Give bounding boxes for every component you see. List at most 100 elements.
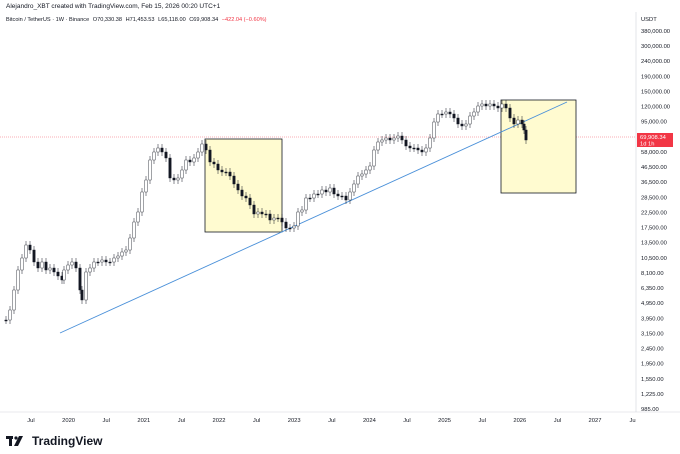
candle-body [62, 269, 66, 281]
price-tick-label: 8,100.00 [641, 271, 664, 277]
price-tick-label: 3,150.00 [641, 331, 664, 337]
highlight-box-2026[interactable] [500, 99, 577, 194]
candle-body [488, 103, 492, 107]
price-tick-label: 28,500.00 [641, 195, 667, 201]
candle-body [184, 159, 188, 171]
candle-body [384, 137, 388, 141]
candle-body [200, 143, 204, 153]
time-tick-label: 2021 [137, 418, 150, 424]
time-axis[interactable]: Jul 2020 Jul 2021 Jul 2022 Jul 2023 Jul 2024 Jul 20… [27, 418, 635, 424]
time-tick-label: Jul [403, 418, 410, 424]
candle-body [264, 213, 268, 216]
tradingview-logo[interactable]: TradingView [6, 434, 102, 448]
candle-body [280, 217, 284, 223]
time-tick-label: 2022 [213, 418, 226, 424]
change-value: −422.04 (−0.60%) [221, 17, 267, 23]
candle-body [80, 289, 84, 301]
price-tick-label: 120,000.00 [641, 105, 670, 111]
candle-body [292, 225, 296, 229]
price-tick-label: 240,000.00 [641, 59, 670, 65]
candle-body [412, 147, 416, 150]
tradingview-logo-icon [6, 436, 23, 446]
candle-body [336, 193, 340, 197]
candle-body [436, 113, 440, 123]
candle-body [304, 197, 308, 211]
candle-body [44, 261, 48, 271]
candle-body [52, 267, 56, 273]
candle-body [376, 141, 380, 151]
candle-body [192, 157, 196, 163]
candle-body [408, 145, 412, 149]
candle-body [340, 195, 344, 198]
candle-body [84, 271, 88, 301]
candle-body [48, 267, 52, 271]
price-tick-label: 10,500.00 [641, 256, 667, 262]
candle-body [522, 123, 526, 131]
symbol-legend[interactable]: Bitcoin / TetherUS · 1W · Binance O70,33… [6, 17, 269, 23]
candle-body [360, 173, 364, 177]
open-value: O70,330.38 [92, 17, 123, 23]
trendline[interactable] [59, 101, 568, 334]
price-tick-label: 1,225.00 [641, 392, 664, 398]
candle-body [324, 189, 328, 193]
candle-body [480, 103, 484, 107]
time-tick-label: Jul [178, 418, 185, 424]
tradingview-brand: TradingView [32, 434, 103, 448]
price-tick-label: 2,450.00 [641, 347, 664, 353]
candle-body [244, 195, 248, 199]
candle-body [492, 103, 496, 107]
candle-body [144, 179, 148, 193]
candle-body [136, 211, 140, 223]
candles-group [4, 100, 528, 324]
candle-body [8, 309, 12, 321]
chart-caption: Alejandro_XBT created with TradingView.c… [6, 3, 221, 10]
candle-body [78, 267, 82, 291]
candle-body [56, 271, 60, 277]
candle-body [16, 269, 20, 291]
candle-body [148, 159, 152, 181]
candle-body [256, 211, 260, 215]
candle-body [28, 244, 32, 251]
candle-body [32, 249, 36, 263]
candle-body [328, 187, 332, 193]
candle-body [504, 103, 508, 109]
candle-body [212, 161, 216, 165]
time-tick-label: 2020 [62, 418, 75, 424]
price-axis[interactable]: 380,000.00 300,000.00 240,000.00 190,000.00… [641, 29, 670, 413]
candle-body [496, 105, 500, 109]
candle-body [268, 213, 272, 221]
low-value: L65,118.00 [158, 17, 186, 23]
candle-body [512, 117, 516, 125]
candle-body [300, 209, 304, 213]
candle-body [332, 187, 336, 195]
candle-body [220, 169, 224, 173]
candle-body [476, 105, 480, 113]
candle-body [344, 195, 348, 201]
candle-body [20, 257, 24, 271]
candle-body [66, 264, 70, 271]
candle-body [448, 111, 452, 115]
candle-body [180, 169, 184, 179]
candle-body [420, 149, 424, 153]
candle-body [348, 191, 352, 201]
countdown-label: 1d 1h [640, 142, 655, 148]
price-tick-label: 190,000.00 [641, 74, 670, 80]
candle-body [140, 191, 144, 213]
price-tick-label: 380,000.00 [641, 29, 670, 35]
candle-body [172, 177, 176, 181]
candle-body [288, 227, 292, 230]
candle-body [40, 261, 44, 269]
last-price-badge [637, 133, 673, 147]
time-tick-label: Jul [328, 418, 335, 424]
candle-body [176, 177, 180, 181]
candle-body [308, 197, 312, 200]
price-tick-label: 6,350.00 [641, 286, 664, 292]
candle-body [12, 289, 16, 311]
candle-body [452, 113, 456, 119]
candle-body [24, 244, 28, 259]
candle-body [164, 151, 168, 159]
candle-body [252, 204, 256, 215]
candle-body [456, 117, 460, 125]
candle-body [36, 261, 40, 269]
